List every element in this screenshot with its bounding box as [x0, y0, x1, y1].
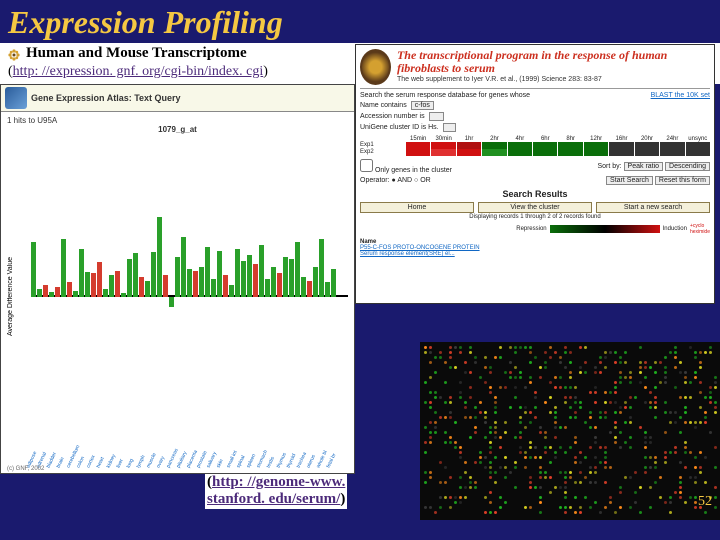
- serum-panel: The transcriptional program in the respo…: [355, 44, 715, 304]
- name-contains-label: Name contains: [360, 102, 407, 109]
- sub-heading: Human and Mouse Transcriptome: [26, 45, 247, 62]
- gnf-footer: (c) GNF, 2002: [7, 466, 44, 472]
- microarray-image: [420, 342, 720, 520]
- only-genes-label: Only genes in the cluster: [375, 167, 452, 174]
- gnf-chart: [31, 155, 348, 438]
- grad-left-label: Repression: [516, 226, 546, 232]
- tab-view-cluster[interactable]: View the cluster: [478, 202, 592, 213]
- serum-tabs: Home View the cluster Start a new search: [360, 202, 710, 213]
- sortby-label: Sort by:: [597, 163, 621, 170]
- stanford-link-2[interactable]: stanford. edu/serum/: [207, 491, 340, 507]
- gradient-bar: [550, 225, 660, 233]
- sortby-select[interactable]: Peak ratio: [624, 162, 664, 171]
- gnf-probe: 1079_g_at: [7, 125, 348, 134]
- tab-new-search[interactable]: Start a new search: [596, 202, 710, 213]
- content-area: Gene Expression Atlas: Text Query 1 hits…: [0, 84, 720, 514]
- gnf-bars: [31, 155, 348, 438]
- link1-wrap: (http: //expression. gnf. org/cgi-bin/in…: [8, 64, 268, 79]
- only-genes-checkbox[interactable]: [360, 159, 373, 172]
- acc-label: Accession number is: [360, 113, 425, 120]
- grad-note: +cyclo heximide: [690, 223, 710, 235]
- gnf-link[interactable]: http: //expression. gnf. org/cgi-bin/ind…: [13, 64, 264, 79]
- flower-icon: [8, 48, 20, 60]
- op-and: AND: [397, 177, 412, 184]
- serum-search-label: Search the serum response database for g…: [360, 92, 530, 99]
- gnf-meta: 1 hits to U95A 1079_g_at: [1, 112, 354, 138]
- serum-subtitle: The web supplement to Iyer V.R. et al., …: [397, 76, 710, 83]
- op-label: Operator:: [360, 177, 390, 184]
- paren-close2: ): [340, 491, 345, 507]
- serum-header: The transcriptional program in the respo…: [360, 49, 710, 89]
- paren-close: ): [263, 64, 268, 79]
- serum-result-rows: Name P55-C-FOS PROTO-ONCOGENE PROTEIN Se…: [360, 239, 710, 257]
- serum-logo-icon: [360, 49, 391, 85]
- serum-title: The transcriptional program in the respo…: [397, 49, 710, 75]
- stanford-link-1[interactable]: http: //genome-www.: [212, 474, 345, 490]
- tab-home[interactable]: Home: [360, 202, 474, 213]
- cluster-input[interactable]: [443, 123, 457, 132]
- name-input[interactable]: c-fos: [411, 101, 434, 110]
- gnf-logo-icon: [5, 87, 27, 109]
- serum-heat-row2: Exp2: [360, 149, 710, 156]
- result-row[interactable]: Serum response element(SRE) el...: [360, 251, 710, 257]
- gnf-panel: Gene Expression Atlas: Text Query 1 hits…: [0, 84, 355, 474]
- sortdir-select[interactable]: Descending: [665, 162, 710, 171]
- slide-title: Expression Profiling: [0, 0, 720, 43]
- gnf-title: Gene Expression Atlas: Text Query: [31, 93, 181, 103]
- stanford-link-block: (http: //genome-www. stanford. edu/serum…: [205, 474, 347, 509]
- blast-link[interactable]: BLAST the 10K set: [651, 92, 710, 132]
- grad-right-label: Induction: [663, 226, 687, 232]
- search-results-heading: Search Results: [360, 189, 710, 199]
- records-count: Displaying records 1 through 2 of 2 reco…: [360, 214, 710, 220]
- reset-button[interactable]: Reset this form: [655, 176, 710, 185]
- gnf-header: Gene Expression Atlas: Text Query: [1, 85, 354, 112]
- cluster-label: UniGene cluster ID is Hs.: [360, 124, 439, 131]
- gnf-xlabels: adiposeadrenalbladderbraincerebellumcolo…: [31, 424, 348, 469]
- gnf-yaxis-label: Average Difference Value: [7, 155, 27, 438]
- op-or: OR: [420, 177, 431, 184]
- search-button[interactable]: Start Search: [606, 176, 653, 185]
- acc-input[interactable]: [429, 112, 445, 121]
- serum-heat-row1: Exp1: [360, 142, 710, 149]
- gnf-hits: 1 hits to U95A: [7, 116, 348, 125]
- page-number: 52: [698, 494, 712, 510]
